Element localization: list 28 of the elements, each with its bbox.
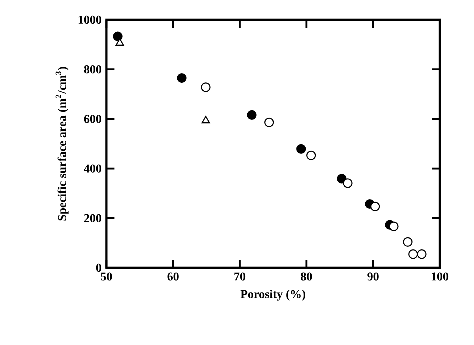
point [247,110,257,120]
y-tick-label: 600 [84,115,102,124]
point [417,250,427,260]
y-tick-label: 1000 [78,16,102,24]
point [264,118,274,128]
y-tick-label: 800 [84,66,102,74]
point [202,116,210,124]
y-axis-title: Specific surface area (m$^{2}$/cm$^{3}$) [56,67,69,221]
x-tick-label: 80 [301,272,312,281]
point [343,178,353,188]
x-tick-label: 60 [168,272,179,281]
x-axis-title: Porosity (%) [240,290,306,301]
x-tick-label: 50 [101,272,112,281]
point [408,250,418,260]
x-tick-label: 70 [234,272,246,281]
point [306,150,316,160]
point [389,222,399,232]
y-tick-label: 400 [84,164,102,173]
y-tick-label: 200 [84,214,102,222]
y-tick-label: 0 [96,264,102,272]
point [201,82,211,92]
point [113,32,123,42]
point [177,73,187,84]
x-tick-label: 90 [368,272,379,281]
point [403,237,413,247]
x-tick-label: 100 [432,272,449,281]
point [296,144,306,154]
point [370,202,380,212]
